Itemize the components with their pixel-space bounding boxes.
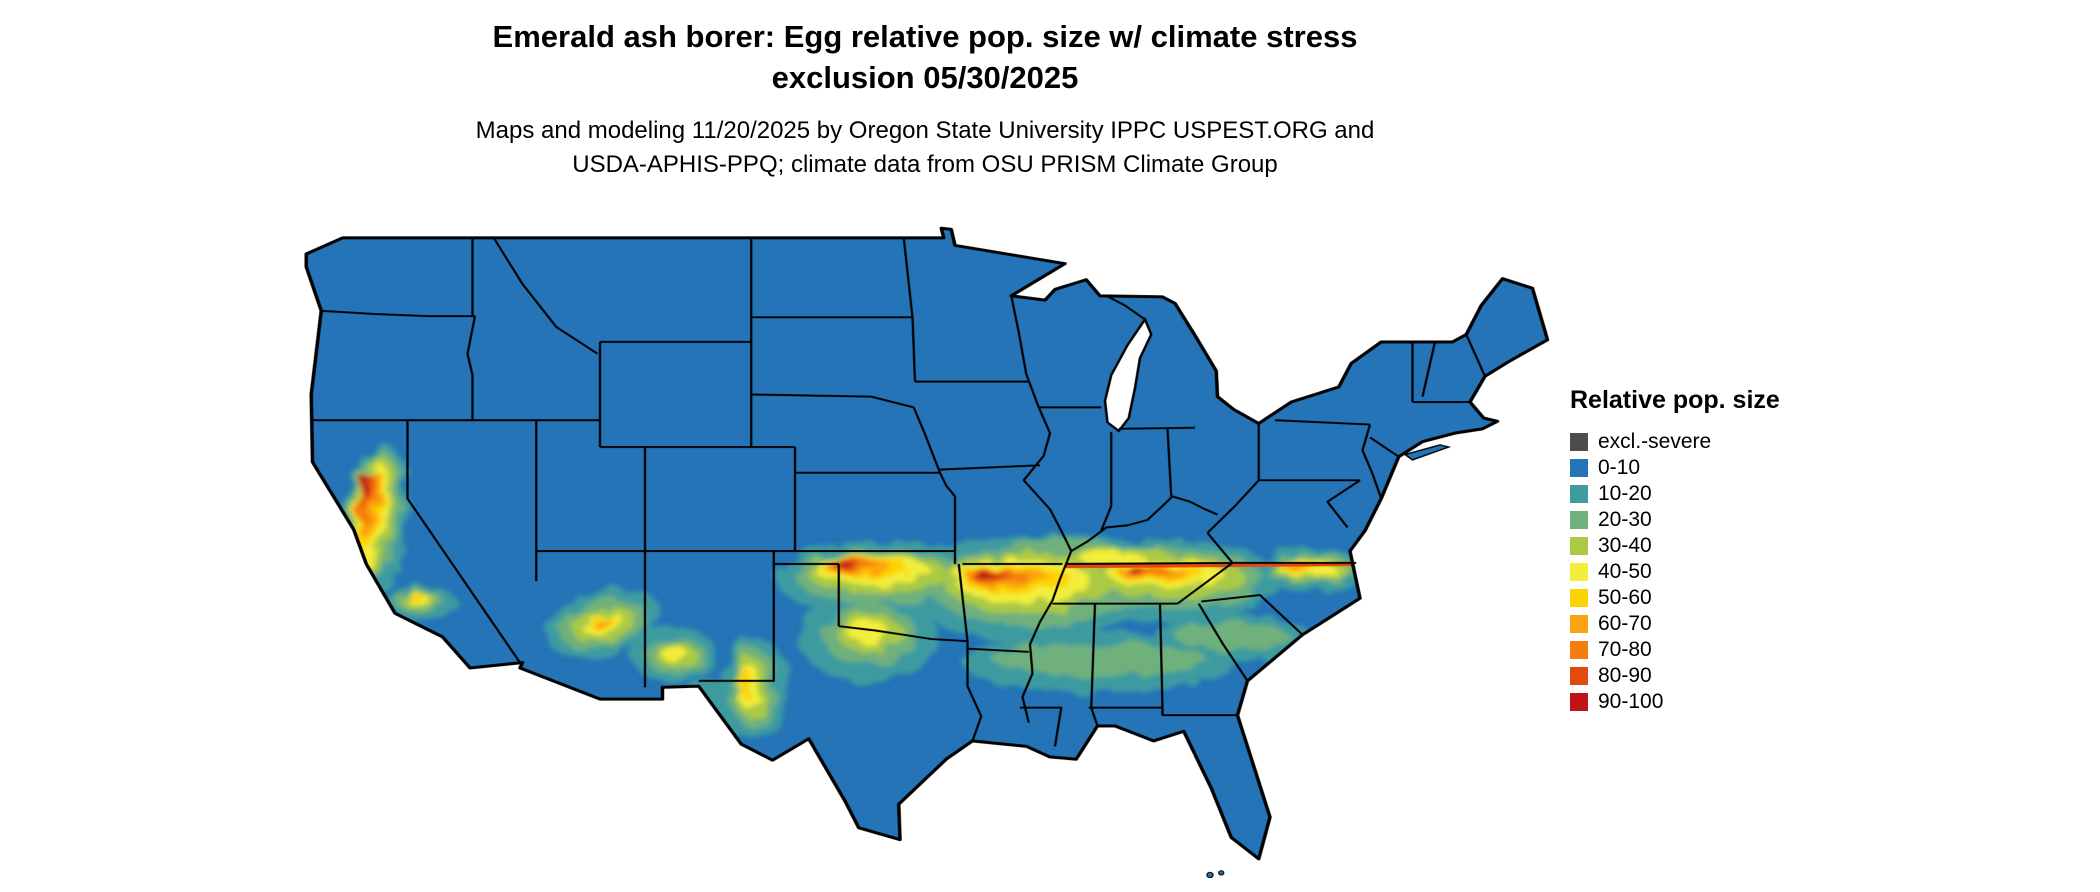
legend: Relative pop. size excl.-severe 0-10 10-20… — [1570, 386, 1830, 715]
legend-swatch — [1570, 433, 1588, 451]
legend-item-label: 10-20 — [1598, 482, 1652, 505]
florida-keys — [1206, 871, 1214, 879]
lake-michigan — [1103, 316, 1153, 433]
map-subtitle-line1: Maps and modeling 11/20/2025 by Oregon S… — [475, 117, 1375, 144]
map-subtitle: Maps and modeling 11/20/2025 by Oregon S… — [0, 114, 1850, 182]
legend-title: Relative pop. size — [1570, 386, 1780, 414]
legend-item-label: 20-30 — [1598, 508, 1652, 531]
legend-item: 60-70 — [1570, 611, 1830, 637]
legend-swatch — [1570, 459, 1588, 477]
long-island — [1403, 444, 1452, 461]
legend-item-label: 40-50 — [1598, 560, 1652, 583]
us-map-container — [300, 225, 1550, 890]
legend-item-label: 0-10 — [1598, 456, 1641, 479]
legend-swatch — [1570, 537, 1588, 555]
legend-item-label: 30-40 — [1598, 534, 1652, 557]
legend-swatch — [1570, 589, 1588, 607]
legend-item-label: 50-60 — [1598, 586, 1652, 609]
legend-swatch — [1570, 615, 1588, 633]
legend-swatch — [1570, 511, 1588, 529]
legend-item-label: 90-100 — [1598, 690, 1664, 713]
legend-item: 50-60 — [1570, 585, 1830, 611]
border-hotspot-streak — [1064, 561, 1358, 569]
legend-item-label: 70-80 — [1598, 638, 1652, 661]
legend-item: 40-50 — [1570, 559, 1830, 585]
legend-item: excl.-severe — [1570, 429, 1830, 455]
legend-item: 70-80 — [1570, 637, 1830, 663]
title-block: Emerald ash borer: Egg relative pop. siz… — [0, 16, 1850, 182]
legend-item-label: 60-70 — [1598, 612, 1652, 635]
map-title-line1: Emerald ash borer: Egg relative pop. siz… — [492, 19, 1358, 54]
legend-item: 30-40 — [1570, 533, 1830, 559]
state-borders — [312, 237, 1487, 747]
map-title-line2: exclusion 05/30/2025 — [771, 60, 1079, 95]
legend-swatch — [1570, 667, 1588, 685]
legend-items: excl.-severe 0-10 10-20 20-30 30-40 40-50 50-6… — [1570, 429, 1830, 715]
legend-swatch — [1570, 485, 1588, 503]
legend-item: 0-10 — [1570, 455, 1830, 481]
legend-item-label: excl.-severe — [1598, 430, 1712, 453]
legend-swatch — [1570, 693, 1588, 711]
legend-item: 80-90 — [1570, 663, 1830, 689]
legend-item: 20-30 — [1570, 507, 1830, 533]
legend-swatch — [1570, 641, 1588, 659]
map-subtitle-line2: USDA-APHIS-PPQ; climate data from OSU PR… — [572, 151, 1278, 178]
florida-keys — [1218, 870, 1225, 876]
legend-swatch — [1570, 563, 1588, 581]
legend-item: 90-100 — [1570, 689, 1830, 715]
legend-item-label: 80-90 — [1598, 664, 1652, 687]
us-map — [304, 226, 1550, 879]
legend-item: 10-20 — [1570, 481, 1830, 507]
